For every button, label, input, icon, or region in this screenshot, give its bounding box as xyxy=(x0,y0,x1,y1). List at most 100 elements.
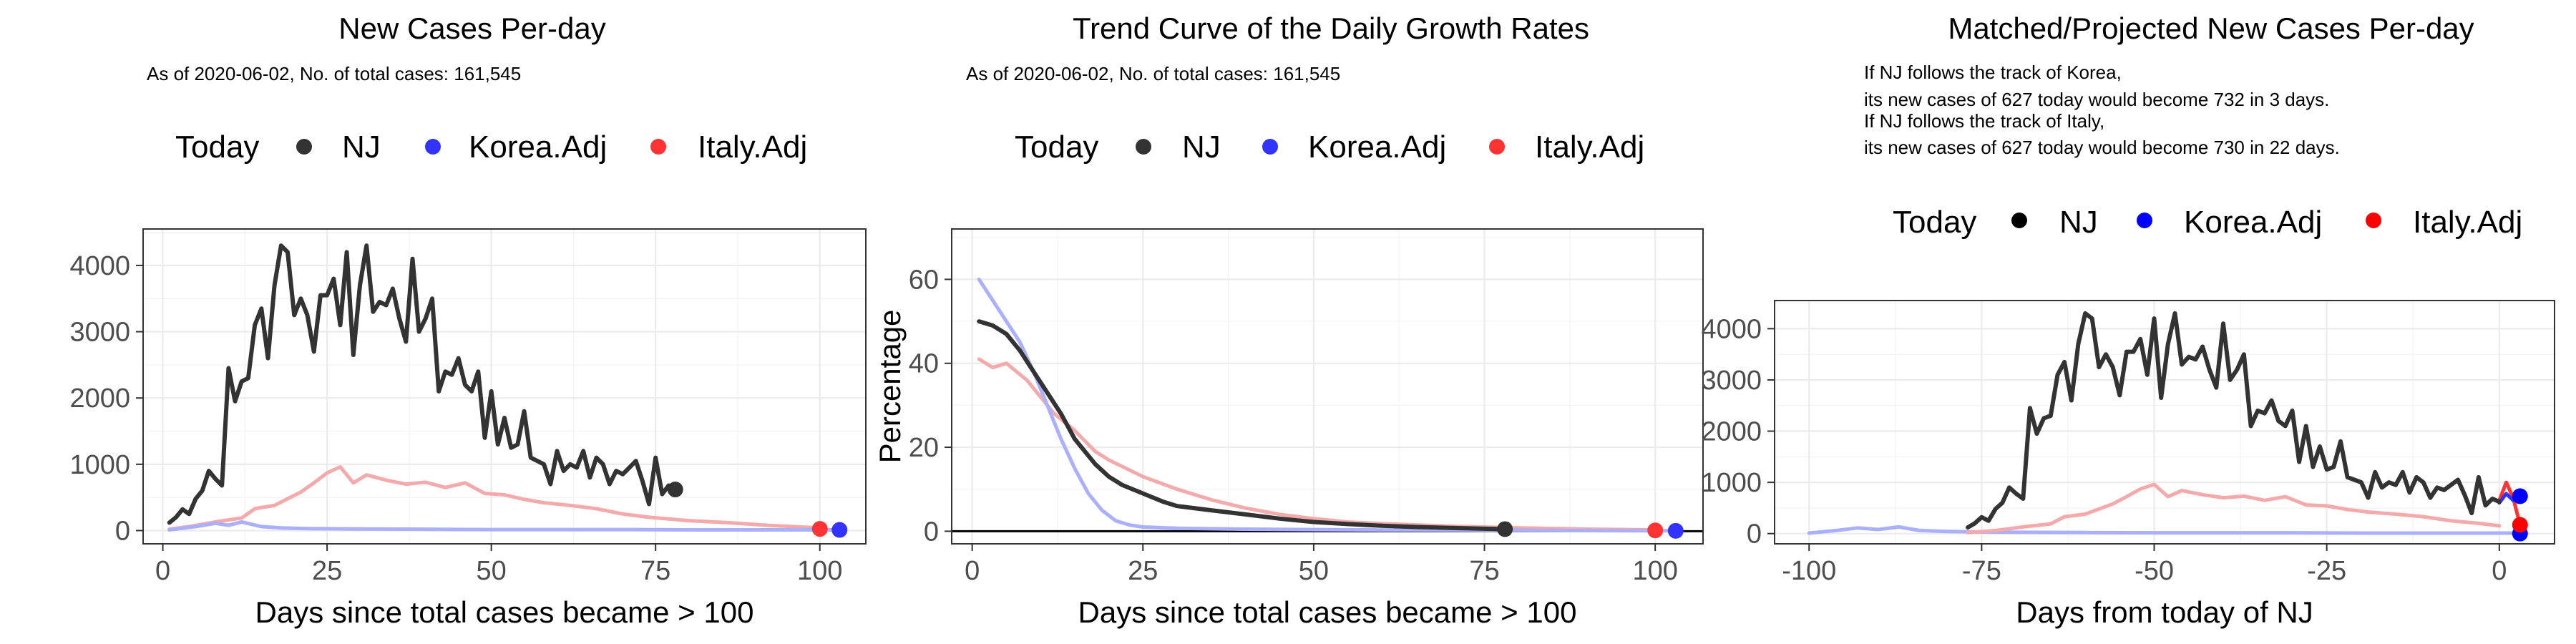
y-tick-label: 0 xyxy=(115,516,130,546)
y-tick-label: 0 xyxy=(1747,519,1762,550)
y-tick-label: 4000 xyxy=(1701,314,1762,344)
y-tick-label: 2000 xyxy=(69,384,130,414)
series-line-nj xyxy=(167,243,678,525)
y-tick-label: 2000 xyxy=(1701,417,1762,447)
chart-daily-growth-rates: Trend Curve of the Daily Growth Rates As… xyxy=(873,11,1704,629)
chart-3-today-points xyxy=(2512,488,2528,542)
chart-2-title: Trend Curve of the Daily Growth Rates xyxy=(1073,11,1589,45)
chart-3-grid xyxy=(1775,301,2555,544)
chart-2-today-points xyxy=(1497,521,1684,539)
chart-1-series-lines xyxy=(167,243,841,532)
x-tick-label: 0 xyxy=(2492,556,2507,586)
today-point-italy-adj xyxy=(1647,522,1664,539)
x-tick-label: 100 xyxy=(797,556,842,586)
y-tick-label: 20 xyxy=(909,433,939,463)
chart-2-subtitle-line: As of 2020-06-02, No. of total cases: 16… xyxy=(966,63,1340,84)
chart-new-cases-per-day: New Cases Per-day As of 2020-06-02, No. … xyxy=(69,11,867,629)
x-tick-label: -75 xyxy=(1962,556,2001,586)
today-point-korea-adj xyxy=(1667,522,1684,539)
today-point-korea-adj xyxy=(831,522,848,538)
chart-1-legend: Today NJ Korea.Adj Italy.Adj xyxy=(175,130,807,165)
chart-2-legend-key-nj xyxy=(1136,139,1151,155)
series-line-korea-adj xyxy=(1807,525,2522,535)
today-point-nj xyxy=(1497,521,1513,537)
chart-3-panel-border xyxy=(1774,300,2555,545)
chart-2-legend-key-korea xyxy=(1262,139,1278,155)
chart-1-title: New Cases Per-day xyxy=(338,11,605,45)
chart-2-ticks: 0 25 50 75 100 0 20 40 60 xyxy=(909,265,1678,586)
series-line-italy-adj-projection xyxy=(2497,480,2522,527)
chart-3-legend-key-korea xyxy=(2137,213,2152,228)
y-tick-label: 1000 xyxy=(1701,468,1762,498)
chart-1-legend-key-nj xyxy=(296,139,312,155)
series-line-italy-adj xyxy=(167,465,822,532)
x-tick-label: 50 xyxy=(476,556,506,586)
chart-matched-projected-cases: Matched/Projected New Cases Per-day If N… xyxy=(1701,11,2555,629)
series-line-nj xyxy=(1966,311,2502,530)
x-tick-label: 75 xyxy=(1469,556,1499,586)
chart-1-legend-key-korea xyxy=(425,139,441,155)
chart-3-legend-label-nj: NJ xyxy=(2059,205,2098,240)
x-tick-label: 0 xyxy=(155,556,170,586)
x-tick-label: -50 xyxy=(2135,556,2174,586)
y-tick-label: 3000 xyxy=(1701,366,1762,396)
x-tick-label: -25 xyxy=(2307,556,2346,586)
chart-2-legend-label-korea: Korea.Adj xyxy=(1308,130,1446,165)
chart-1-legend-title: Today xyxy=(175,130,259,165)
today-point-italy-adj xyxy=(2512,517,2528,533)
chart-1-panel-border xyxy=(142,228,867,545)
chart-2-legend-label-italy: Italy.Adj xyxy=(1535,130,1644,165)
chart-1-subtitle-line: As of 2020-06-02, No. of total cases: 16… xyxy=(147,63,521,84)
y-tick-label: 60 xyxy=(909,265,939,295)
chart-3-subtitle-line-3: If NJ follows the track of Italy, xyxy=(1864,110,2104,132)
chart-2-legend-label-nj: NJ xyxy=(1182,130,1221,165)
chart-3-x-axis-title: Days from today of NJ xyxy=(2016,595,2313,629)
series-line-italy-adj xyxy=(1966,482,2502,535)
today-point-italy-adj xyxy=(811,521,828,537)
chart-1-legend-label-nj: NJ xyxy=(342,130,381,165)
chart-3-legend: Today NJ Korea.Adj Italy.Adj xyxy=(1893,205,2522,240)
chart-3-subtitle-line-2: its new cases of 627 today would become … xyxy=(1864,89,2329,110)
series-line-nj xyxy=(977,319,1508,532)
chart-3-series-lines xyxy=(1807,311,2522,535)
chart-2-y-axis-title: Percentage xyxy=(873,310,907,464)
chart-3-legend-label-korea: Korea.Adj xyxy=(2184,205,2322,240)
x-tick-label: 100 xyxy=(1632,556,1677,586)
chart-2-series-lines xyxy=(977,277,1678,533)
chart-3-legend-key-nj xyxy=(2011,213,2027,228)
chart-2-legend-key-italy xyxy=(1489,139,1505,155)
series-line-korea-adj xyxy=(167,519,841,532)
chart-3-legend-label-italy: Italy.Adj xyxy=(2413,205,2522,240)
chart-3-legend-title: Today xyxy=(1893,205,1976,240)
chart-1-legend-label-italy: Italy.Adj xyxy=(698,130,807,165)
chart-3-title: Matched/Projected New Cases Per-day xyxy=(1948,11,2474,45)
chart-2-panel-border xyxy=(951,228,1704,545)
today-point-nj xyxy=(667,482,683,498)
y-tick-label: 0 xyxy=(924,517,939,547)
x-tick-label: 50 xyxy=(1299,556,1329,586)
today-point-korea-adj xyxy=(2512,488,2528,504)
y-tick-label: 40 xyxy=(909,349,939,379)
x-tick-label: 0 xyxy=(965,556,980,586)
x-tick-label: 25 xyxy=(1128,556,1158,586)
series-line-korea-adj xyxy=(977,277,1678,533)
x-tick-label: -100 xyxy=(1782,556,1836,586)
y-tick-label: 4000 xyxy=(69,251,130,281)
chart-2-x-axis-title: Days since total cases became > 100 xyxy=(1078,595,1577,629)
chart-1-legend-label-korea: Korea.Adj xyxy=(469,130,607,165)
x-tick-label: 75 xyxy=(640,556,670,586)
chart-3-ticks: -100 -75 -50 -25 0 0 1000 2000 3000 4000 xyxy=(1701,314,2507,586)
y-tick-label: 1000 xyxy=(69,450,130,480)
chart-2-legend-title: Today xyxy=(1015,130,1098,165)
chart-1-legend-key-italy xyxy=(650,139,666,155)
chart-1-today-points xyxy=(667,482,848,538)
chart-2-legend: Today NJ Korea.Adj Italy.Adj xyxy=(1015,130,1644,165)
y-tick-label: 3000 xyxy=(69,318,130,348)
chart-3-legend-key-italy xyxy=(2366,213,2381,228)
chart-3-subtitle-line-1: If NJ follows the track of Korea, xyxy=(1864,62,2122,83)
chart-3-subtitle-line-4: its new cases of 627 today would become … xyxy=(1864,137,2340,158)
x-tick-label: 25 xyxy=(312,556,342,586)
chart-1-x-axis-title: Days since total cases became > 100 xyxy=(255,595,754,629)
